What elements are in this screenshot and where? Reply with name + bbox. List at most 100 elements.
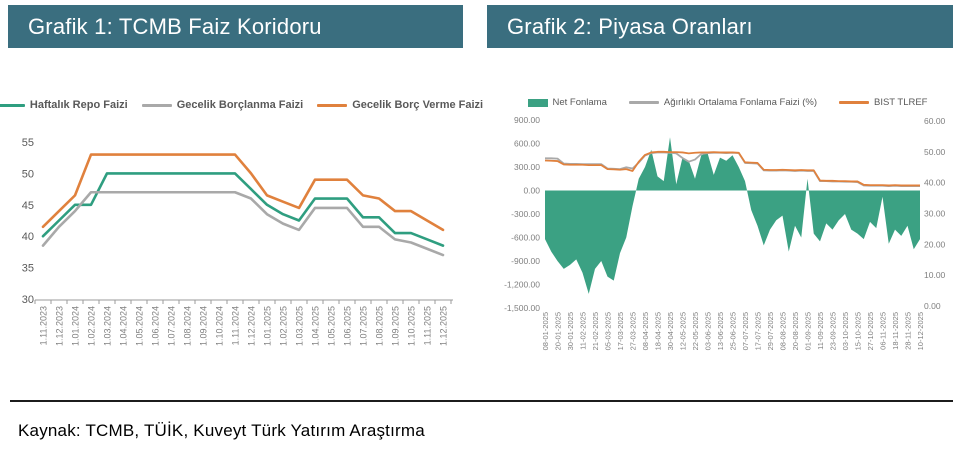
x-tick-label: 28-11-2025 — [904, 312, 913, 350]
x-tick-label: 08-01-2025 — [541, 312, 550, 350]
x-tick-label: 08-04-2025 — [641, 312, 650, 350]
left-y-tick-label: 900.00 — [514, 115, 540, 125]
x-tick-label: 30-01-2025 — [566, 312, 575, 350]
x-tick-label: 1.06.2024 — [151, 306, 161, 346]
x-tick-label: 1.02.2024 — [87, 306, 97, 346]
x-tick-label: 20-08-2025 — [791, 312, 800, 350]
x-tick-label: 06-11-2025 — [879, 312, 888, 350]
x-tick-label: 1.10.2025 — [407, 306, 417, 346]
x-tick-label: 1.11.2024 — [231, 306, 241, 345]
x-tick-label: 1.12.2024 — [247, 306, 257, 346]
x-tick-label: 11-02-2025 — [579, 312, 588, 350]
right-y-tick-label: 20.00 — [924, 239, 946, 249]
legend-label: BIST TLREF — [873, 97, 928, 108]
series-line — [41, 190, 445, 257]
piyasa-oranlari-chart: 900.00 600.00 300.00 0.00 -300.00 -600.00 -900… — [504, 115, 946, 350]
chart1-legend: Haftalık Repo Faizi Gecelik Borçlanma Fai… — [0, 99, 483, 111]
x-tick-label: 01-09-2025 — [804, 312, 813, 350]
net-funding-area — [545, 137, 920, 294]
right-y-tick-label: 10.00 — [924, 270, 946, 280]
x-tick-label: 1.12.2023 — [55, 306, 65, 346]
x-tick-label: 18-11-2025 — [891, 312, 900, 350]
legend-marker — [838, 101, 869, 104]
left-y-tick-label: -1,200.00 — [504, 280, 540, 290]
x-tick-label: 1.01.2024 — [71, 306, 81, 346]
x-tick-label: 30-04-2025 — [666, 312, 675, 350]
x-tick-label: 1.04.2024 — [119, 306, 129, 346]
right-y-tick-label: 50.00 — [924, 147, 946, 157]
x-tick-label: 27-10-2025 — [866, 312, 875, 350]
x-tick-label: 1.10.2024 — [215, 306, 225, 346]
legend-marker — [0, 103, 25, 107]
x-tick-label: 03-06-2025 — [704, 312, 713, 350]
x-tick-label: 1.09.2025 — [391, 306, 401, 346]
x-tick-label: 1.05.2025 — [327, 306, 337, 346]
right-y-tick-label: 60.00 — [924, 116, 946, 126]
chart2-title: Grafik 2: Piyasa Oranları — [507, 13, 753, 39]
left-y-tick-label: -600.00 — [511, 233, 540, 243]
right-y-tick-label: 40.00 — [924, 178, 946, 188]
x-tick-label: 10-12-2025 — [916, 312, 925, 350]
x-tick-label: 22-05-2025 — [691, 312, 700, 350]
series-line — [41, 153, 445, 232]
x-tick-label: 13-06-2025 — [716, 312, 725, 350]
series-line — [544, 150, 920, 187]
left-y-tick-label: -1,500.00 — [504, 303, 540, 313]
x-tick-label: 08-08-2025 — [779, 312, 788, 350]
x-tick-label: 1.04.2025 — [311, 306, 321, 346]
x-tick-label: 1.11.2023 — [39, 306, 49, 345]
legend-item: Gecelik Borç Verme Faizi — [317, 99, 483, 111]
legend-marker — [141, 103, 172, 107]
y-tick-label: 50 — [22, 168, 34, 180]
left-y-tick-label: -900.00 — [511, 256, 540, 266]
legend-marker — [527, 98, 548, 107]
series-line — [41, 172, 445, 247]
x-tick-label: 1.08.2024 — [183, 306, 193, 346]
chart2-title-bar: Grafik 2: Piyasa Oranları — [487, 5, 953, 48]
x-tick-label: 1.01.2025 — [263, 306, 273, 346]
x-tick-label: 1.07.2025 — [359, 306, 369, 346]
faiz-koridoru-chart: 30 35 40 45 50 55 1.11.2023 1.12.2023 1.01.2024 1… — [22, 137, 453, 346]
legend-item: Haftalık Repo Faizi — [0, 99, 128, 111]
x-tick-label: 20-01-2025 — [554, 312, 563, 350]
x-tick-label: 1.03.2025 — [295, 306, 305, 346]
source-note: Kaynak: TCMB, TÜİK, Kuveyt Türk Yatırım … — [18, 421, 425, 440]
x-tick-label: 29-07-2025 — [766, 312, 775, 350]
legend-label: Gecelik Borç Verme Faizi — [352, 99, 484, 111]
chart1-title-bar: Grafik 1: TCMB Faiz Koridoru — [8, 5, 463, 48]
legend-marker — [628, 101, 659, 104]
x-tick-label: 1.11.2025 — [423, 306, 433, 345]
x-tick-label: 1.12.2025 — [439, 306, 449, 346]
chart1-title: Grafik 1: TCMB Faiz Koridoru — [28, 13, 322, 39]
x-tick-label: 17-03-2025 — [616, 312, 625, 350]
legend-label: Net Fonlama — [552, 97, 607, 108]
x-tick-label: 03-10-2025 — [841, 312, 850, 350]
x-tick-label: 1.09.2024 — [199, 306, 209, 346]
legend-item: Gecelik Borçlanma Faizi — [141, 99, 304, 111]
x-tick-label: 1.07.2024 — [167, 306, 177, 346]
legend-label: Gecelik Borçlanma Faizi — [176, 99, 304, 111]
x-tick-label: 18-04-2025 — [654, 312, 663, 350]
x-tick-label: 12-05-2025 — [679, 312, 688, 350]
left-y-tick-label: 0.00 — [523, 186, 540, 196]
y-tick-label: 30 — [22, 294, 34, 306]
chart2-legend: Net Fonlama Ağırlıklı Ortalama Fonlama Fa… — [500, 97, 955, 108]
x-tick-label: 1.06.2025 — [343, 306, 353, 346]
right-y-tick-label: 0.00 — [924, 301, 941, 311]
y-tick-label: 55 — [22, 137, 34, 149]
x-tick-label: 07-07-2025 — [741, 312, 750, 350]
legend-label: Ağırlıklı Ortalama Fonlama Faizi (%) — [663, 97, 817, 108]
legend-item: BIST TLREF — [838, 97, 928, 108]
x-tick-label: 11-09-2025 — [816, 312, 825, 350]
y-tick-label: 45 — [22, 200, 34, 212]
y-tick-label: 40 — [22, 231, 34, 243]
left-y-tick-label: -300.00 — [511, 209, 540, 219]
right-y-tick-label: 30.00 — [924, 209, 946, 219]
left-y-tick-label: 600.00 — [514, 139, 540, 149]
legend-item: Ağırlıklı Ortalama Fonlama Faizi (%) — [628, 97, 817, 108]
x-tick-label: 21-02-2025 — [591, 312, 600, 350]
x-tick-label: 05-03-2025 — [604, 312, 613, 350]
x-tick-label: 17-07-2025 — [754, 312, 763, 350]
x-tick-label: 23-09-2025 — [829, 312, 838, 350]
legend-item: Net Fonlama — [527, 97, 607, 108]
